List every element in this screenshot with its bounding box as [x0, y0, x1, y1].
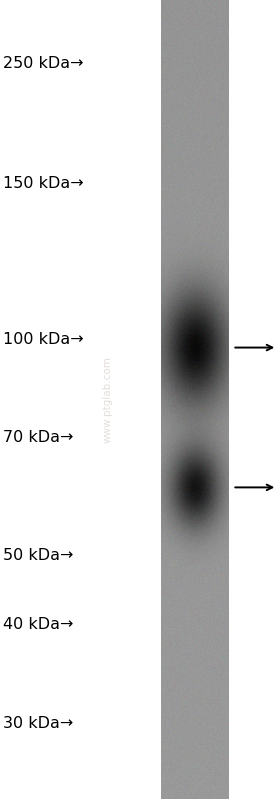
- Text: 70 kDa→: 70 kDa→: [3, 430, 73, 444]
- Text: www.ptglab.com: www.ptglab.com: [103, 356, 113, 443]
- Text: 150 kDa→: 150 kDa→: [3, 177, 83, 191]
- Text: 30 kDa→: 30 kDa→: [3, 716, 73, 730]
- Text: 50 kDa→: 50 kDa→: [3, 548, 73, 562]
- Text: 250 kDa→: 250 kDa→: [3, 57, 83, 71]
- Text: 40 kDa→: 40 kDa→: [3, 618, 73, 632]
- Text: 100 kDa→: 100 kDa→: [3, 332, 83, 347]
